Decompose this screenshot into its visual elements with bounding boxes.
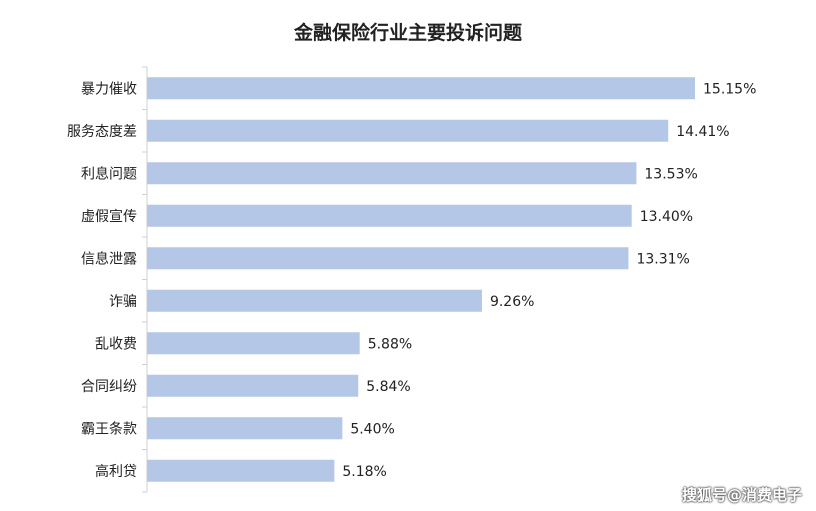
bar [147,204,632,227]
category-label: 乱收费 [95,336,137,352]
bar [147,459,335,482]
data-label: 14.41% [676,124,729,140]
data-label: 5.84% [366,379,410,395]
data-label: 5.88% [368,336,412,352]
category-label: 信息泄露 [81,250,137,267]
data-label: 13.31% [636,251,689,267]
data-label: 5.40% [350,421,394,437]
category-label: 服务态度差 [67,124,137,140]
category-label: 虚假宣传 [81,209,137,225]
category-label: 利息问题 [81,165,137,182]
category-label: 高利贷 [95,463,137,480]
data-label: 13.40% [640,209,693,225]
category-label: 暴力催收 [81,81,137,97]
chart-title: 金融保险行业主要投诉问题 [293,22,522,44]
data-label: 5.18% [342,464,386,480]
bar [147,119,669,142]
category-label: 霸王条款 [81,420,137,437]
data-label: 13.53% [644,166,697,182]
bar [147,162,637,185]
category-label: 合同纠纷 [81,379,137,395]
bar [147,332,360,355]
data-label: 15.15% [703,81,756,97]
bar [147,77,695,100]
data-label: 9.26% [490,294,534,310]
category-label: 诈骗 [109,294,137,310]
bar [147,247,629,270]
plot-area: 暴力催收 15.15% 服务态度差 14.41% 利息问题 13.53% 虚假宣传 13.40… [67,66,756,493]
bar [147,417,343,440]
bar [147,289,482,312]
bar [147,374,359,397]
watermark: 搜狐号@消费电子 [681,486,802,504]
